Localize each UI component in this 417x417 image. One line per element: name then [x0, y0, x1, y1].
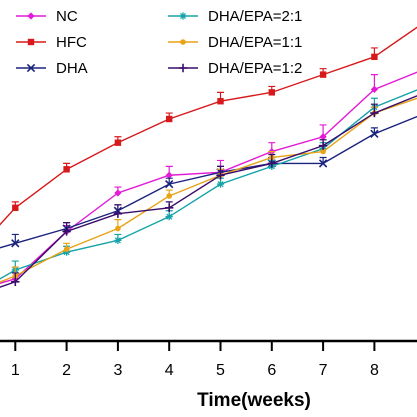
legend-marker — [27, 12, 35, 20]
data-point — [318, 141, 328, 150]
legend-item-dha-epa-2-1: DHA/EPA=2:1 — [168, 8, 302, 25]
data-point — [319, 133, 327, 141]
series-line-dha — [0, 115, 417, 249]
x-tick-label: 3 — [113, 362, 122, 379]
series-hfc — [0, 26, 417, 226]
x-tick-label: 4 — [165, 362, 174, 379]
x-ticks: 1 2 3 4 5 6 7 8 — [11, 341, 379, 379]
data-point — [268, 89, 275, 96]
legend-marker — [27, 38, 35, 46]
data-point — [216, 171, 225, 180]
data-point — [318, 159, 328, 168]
data-point — [114, 236, 122, 244]
error-bar — [11, 233, 19, 244]
x-tick-label: 7 — [319, 362, 328, 379]
legend-label: DHA — [56, 60, 88, 77]
series-nc — [0, 71, 417, 284]
data-point — [165, 203, 174, 212]
legend-item-dha-epa-1-2: DHA/EPA=1:2 — [168, 60, 302, 77]
data-point — [216, 180, 225, 188]
data-point — [319, 71, 327, 78]
data-point — [267, 159, 276, 168]
data-point — [63, 246, 70, 253]
data-point — [370, 108, 379, 118]
legend-item-dha: DHA — [16, 60, 88, 77]
legend-item-hfc: HFC — [16, 34, 87, 51]
series-line-dha-epa-2-1 — [0, 89, 417, 280]
data-point — [114, 189, 122, 197]
x-tick-label: 1 — [11, 362, 20, 379]
series-layer — [0, 26, 417, 288]
legend-marker — [179, 12, 187, 20]
data-point — [320, 148, 326, 155]
data-point — [12, 204, 19, 211]
data-point — [114, 139, 122, 146]
x-tick-label: 6 — [267, 362, 276, 379]
legend-label: NC — [56, 8, 78, 25]
data-point — [166, 193, 172, 199]
x-tick-label: 8 — [370, 362, 379, 379]
data-point — [165, 213, 173, 221]
legend-marker — [26, 63, 36, 73]
legend-marker — [178, 63, 188, 73]
series-dha-epa-2-1 — [0, 89, 417, 280]
legend-label: DHA/EPA=1:1 — [208, 34, 302, 51]
data-point — [165, 171, 173, 179]
data-point — [217, 98, 224, 105]
data-point — [113, 209, 123, 218]
legend: NC HFC DHA DHA/EPA=2:1 DHA/EPA=1:1 DHA/EPA=1:… — [16, 8, 302, 77]
series-line-dha-epa-1-2 — [0, 95, 417, 288]
data-point — [63, 248, 71, 256]
data-point — [370, 85, 378, 93]
data-point — [62, 227, 71, 236]
data-point — [371, 53, 378, 61]
x-tick-label: 5 — [216, 362, 225, 379]
series-line-hfc — [0, 26, 417, 226]
data-point — [63, 166, 70, 173]
legend-marker — [180, 39, 186, 45]
series-line-dha-epa-1-1 — [0, 97, 417, 283]
x-axis-title: Time(weeks) — [197, 390, 311, 411]
legend-item-nc: NC — [16, 8, 78, 25]
series-dha-epa-1-2 — [0, 95, 417, 288]
legend-label: DHA/EPA=2:1 — [208, 8, 302, 25]
legend-item-dha-epa-1-1: DHA/EPA=1:1 — [168, 34, 302, 51]
legend-label: HFC — [56, 34, 87, 51]
x-tick-label: 2 — [62, 362, 71, 379]
data-point — [165, 179, 174, 189]
data-point — [370, 129, 379, 138]
series-line-nc — [0, 71, 417, 284]
legend-label: DHA/EPA=1:2 — [208, 60, 302, 77]
series-dha — [0, 115, 417, 249]
data-point — [11, 239, 20, 248]
data-point — [11, 277, 20, 286]
data-point — [166, 115, 173, 123]
data-point — [115, 225, 121, 232]
